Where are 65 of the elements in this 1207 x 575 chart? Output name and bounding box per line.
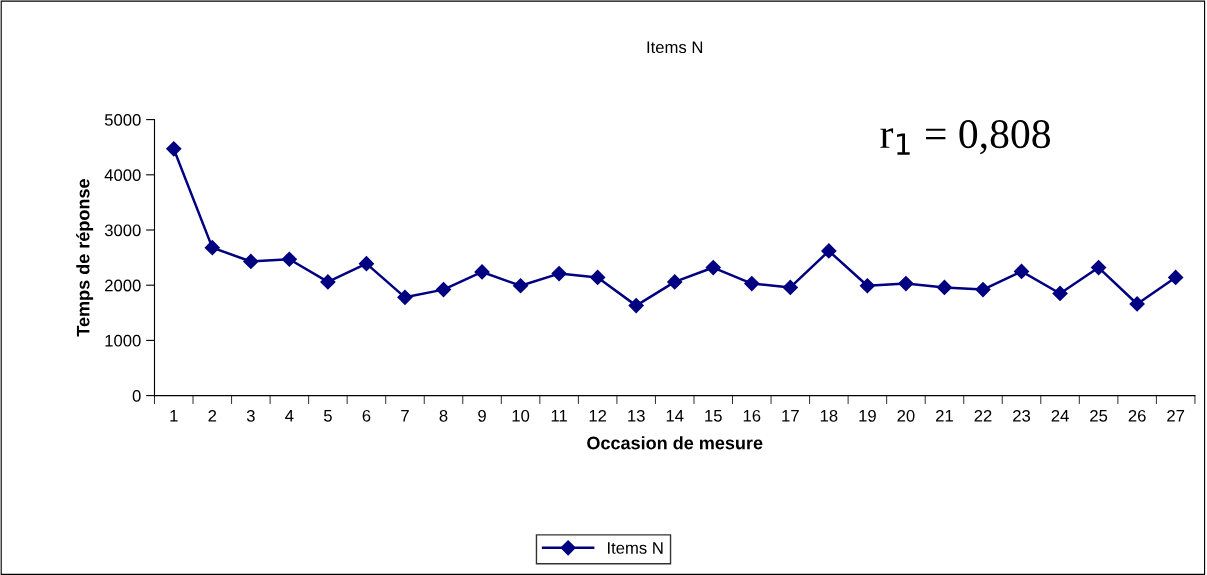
x-tick-label: 10 — [512, 409, 530, 422]
x-tick-label: 4 — [285, 410, 294, 422]
chart-title: Items N — [647, 41, 703, 54]
x-tick-label: 19 — [859, 409, 876, 422]
x-tick-label: 22 — [974, 409, 992, 422]
x-tick-label: 25 — [1090, 409, 1108, 422]
point — [551, 266, 567, 282]
x-tick-label: 16 — [743, 409, 761, 422]
point — [667, 274, 683, 290]
point — [590, 269, 606, 286]
point — [1129, 296, 1145, 312]
point — [859, 278, 875, 294]
point — [513, 278, 529, 294]
x-tick-label: 2 — [208, 409, 217, 422]
x-tick-label: 8 — [439, 409, 448, 422]
point — [243, 253, 259, 270]
x-tick-label: 1 — [170, 410, 178, 422]
point — [281, 251, 297, 267]
x-tick-label: 20 — [897, 409, 915, 422]
x-tick-label: 9 — [478, 409, 486, 422]
point — [358, 256, 375, 272]
x-tick-label: 14 — [666, 410, 684, 422]
x-tick-label: 5 — [323, 410, 332, 422]
point — [474, 264, 490, 280]
y-tick-label: 0 — [132, 390, 141, 402]
y-tick-label: 4000 — [104, 169, 141, 181]
annotation: r$_{1}$ = 0,808 — [880, 120, 1051, 155]
y-tick-label: 5000 — [104, 114, 141, 126]
point — [898, 275, 914, 292]
legend-label: Items N — [608, 542, 663, 554]
y-tick-label: 1000 — [105, 334, 141, 347]
x-tick-label: 21 — [936, 409, 953, 422]
x-tick-label: 26 — [1128, 409, 1146, 422]
point — [1052, 285, 1068, 302]
y-tick-label: 3000 — [104, 224, 141, 237]
point — [320, 274, 336, 290]
x-tick-label: 18 — [820, 409, 838, 422]
point — [1091, 259, 1107, 276]
point — [705, 259, 721, 276]
point — [397, 289, 413, 305]
point — [936, 279, 953, 295]
x-tick-label: 17 — [782, 410, 799, 422]
x-tick-label: 3 — [246, 409, 255, 422]
point — [1013, 263, 1030, 279]
x-tick-label: 7 — [401, 410, 409, 422]
point — [435, 282, 452, 298]
x-tick-label: 15 — [705, 410, 722, 422]
x-tick-label: 6 — [362, 409, 371, 422]
point — [204, 240, 220, 256]
x-axis-title: Occasion de mesure — [587, 436, 763, 450]
y-axis-title: Temps de réponse — [76, 179, 94, 337]
point — [744, 275, 760, 292]
y-tick-label: 2000 — [105, 279, 141, 292]
x-tick-label: 12 — [589, 409, 607, 422]
point — [821, 243, 837, 259]
point — [782, 279, 798, 295]
point — [975, 282, 991, 298]
x-tick-label: 27 — [1167, 409, 1185, 422]
point — [1168, 269, 1184, 286]
x-tick-label: 13 — [628, 409, 645, 422]
point — [628, 298, 644, 314]
x-tick-label: 24 — [1051, 409, 1069, 422]
point — [166, 141, 182, 157]
x-tick-label: 11 — [551, 410, 567, 422]
x-tick-label: 23 — [1013, 409, 1031, 422]
